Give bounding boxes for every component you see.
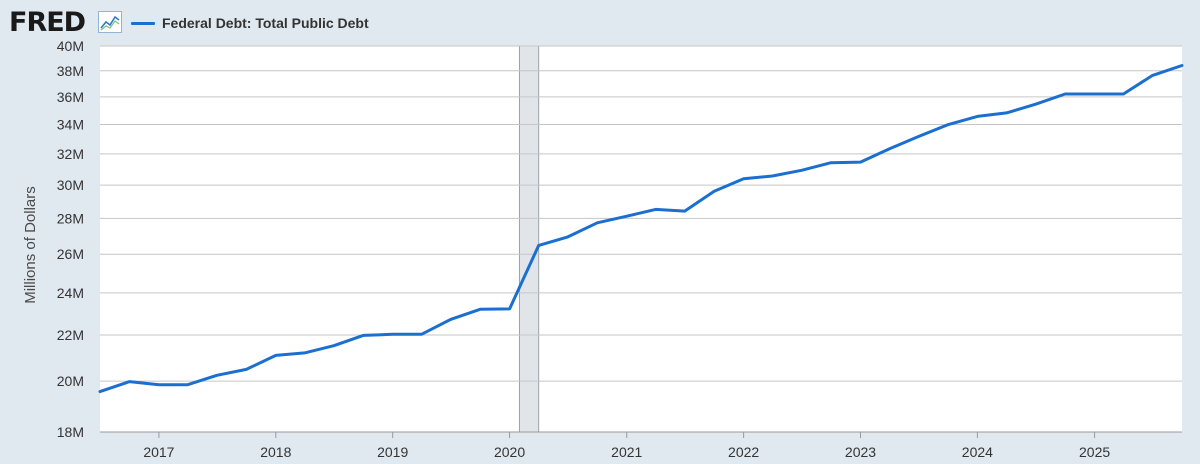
legend-swatch	[131, 21, 155, 25]
data-point[interactable]	[156, 382, 162, 388]
data-point[interactable]	[360, 332, 366, 338]
fred-logo[interactable]: FRED	[9, 7, 86, 38]
y-axis-label: Millions of Dollars	[22, 186, 39, 304]
x-tick-label: 2021	[611, 444, 642, 460]
data-point[interactable]	[711, 188, 717, 194]
data-point[interactable]	[915, 134, 921, 140]
y-tick-label: 28M	[57, 210, 84, 226]
data-point[interactable]	[974, 113, 980, 119]
x-tick-label: 2024	[962, 444, 993, 460]
y-tick-label: 20M	[57, 373, 84, 389]
data-point[interactable]	[769, 173, 775, 179]
data-point[interactable]	[418, 331, 424, 337]
data-point[interactable]	[448, 316, 454, 322]
y-tick-label: 30M	[57, 177, 84, 193]
data-point[interactable]	[945, 122, 951, 128]
series-layer	[97, 62, 1185, 395]
y-tick-label: 38M	[57, 63, 84, 79]
y-tick-label: 32M	[57, 146, 84, 162]
data-point[interactable]	[858, 159, 864, 165]
data-point[interactable]	[477, 306, 483, 312]
data-point[interactable]	[799, 167, 805, 173]
legend-label: Federal Debt: Total Public Debt	[162, 15, 369, 31]
data-point[interactable]	[1150, 72, 1156, 78]
data-point[interactable]	[536, 242, 542, 248]
y-tick-label: 24M	[57, 285, 84, 301]
data-point[interactable]	[97, 389, 103, 395]
chart-header: FRED Federal Debt: Total Public Debt	[0, 0, 1200, 46]
data-point[interactable]	[507, 306, 513, 312]
x-tick-label: 2022	[728, 444, 759, 460]
data-point[interactable]	[682, 208, 688, 214]
y-tick-label: 40M	[57, 38, 84, 54]
data-point[interactable]	[390, 331, 396, 337]
y-tick-label: 26M	[57, 246, 84, 262]
x-tick-label: 2018	[260, 444, 291, 460]
x-tick-label: 2023	[845, 444, 876, 460]
data-point[interactable]	[214, 372, 220, 378]
y-tick-label: 18M	[57, 424, 84, 440]
fred-logo-text: FRED	[9, 7, 86, 38]
recession-layer	[518, 45, 540, 433]
data-point[interactable]	[624, 213, 630, 219]
y-tick-label: 36M	[57, 89, 84, 105]
data-point[interactable]	[653, 206, 659, 212]
data-point[interactable]	[1062, 91, 1068, 97]
data-point[interactable]	[886, 146, 892, 152]
y-tick-label: 22M	[57, 327, 84, 343]
data-point[interactable]	[1092, 91, 1098, 97]
data-point[interactable]	[1179, 62, 1185, 68]
x-axis-ticks: 2017 2018 2019 2020 2021 2022 2023 2024 2025	[100, 431, 1182, 460]
y-axis-ticks: 18M 20M 22M 24M 26M 28M 30M 32M 34M 36M 38M 40M	[57, 38, 84, 440]
data-point[interactable]	[1120, 91, 1126, 97]
grid-layer	[100, 45, 1182, 382]
x-tick-label: 2025	[1079, 444, 1110, 460]
data-point[interactable]	[741, 176, 747, 182]
data-point[interactable]	[185, 382, 191, 388]
data-point[interactable]	[594, 220, 600, 226]
data-point[interactable]	[302, 350, 308, 356]
data-point[interactable]	[1004, 110, 1010, 116]
x-tick-label: 2019	[377, 444, 408, 460]
recession-shading	[518, 45, 540, 433]
data-point[interactable]	[828, 160, 834, 166]
plot-area	[100, 46, 1182, 432]
series-line[interactable]	[98, 64, 1184, 394]
data-point[interactable]	[1033, 101, 1039, 107]
x-tick-label: 2017	[143, 444, 174, 460]
data-point[interactable]	[273, 352, 279, 358]
line-chart-icon[interactable]	[98, 11, 122, 33]
y-tick-label: 34M	[57, 117, 84, 133]
chart-legend: Federal Debt: Total Public Debt	[131, 12, 369, 34]
data-point[interactable]	[331, 343, 337, 349]
data-point[interactable]	[126, 379, 132, 385]
data-point[interactable]	[565, 234, 571, 240]
x-tick-label: 2020	[494, 444, 525, 460]
data-point[interactable]	[243, 366, 249, 372]
